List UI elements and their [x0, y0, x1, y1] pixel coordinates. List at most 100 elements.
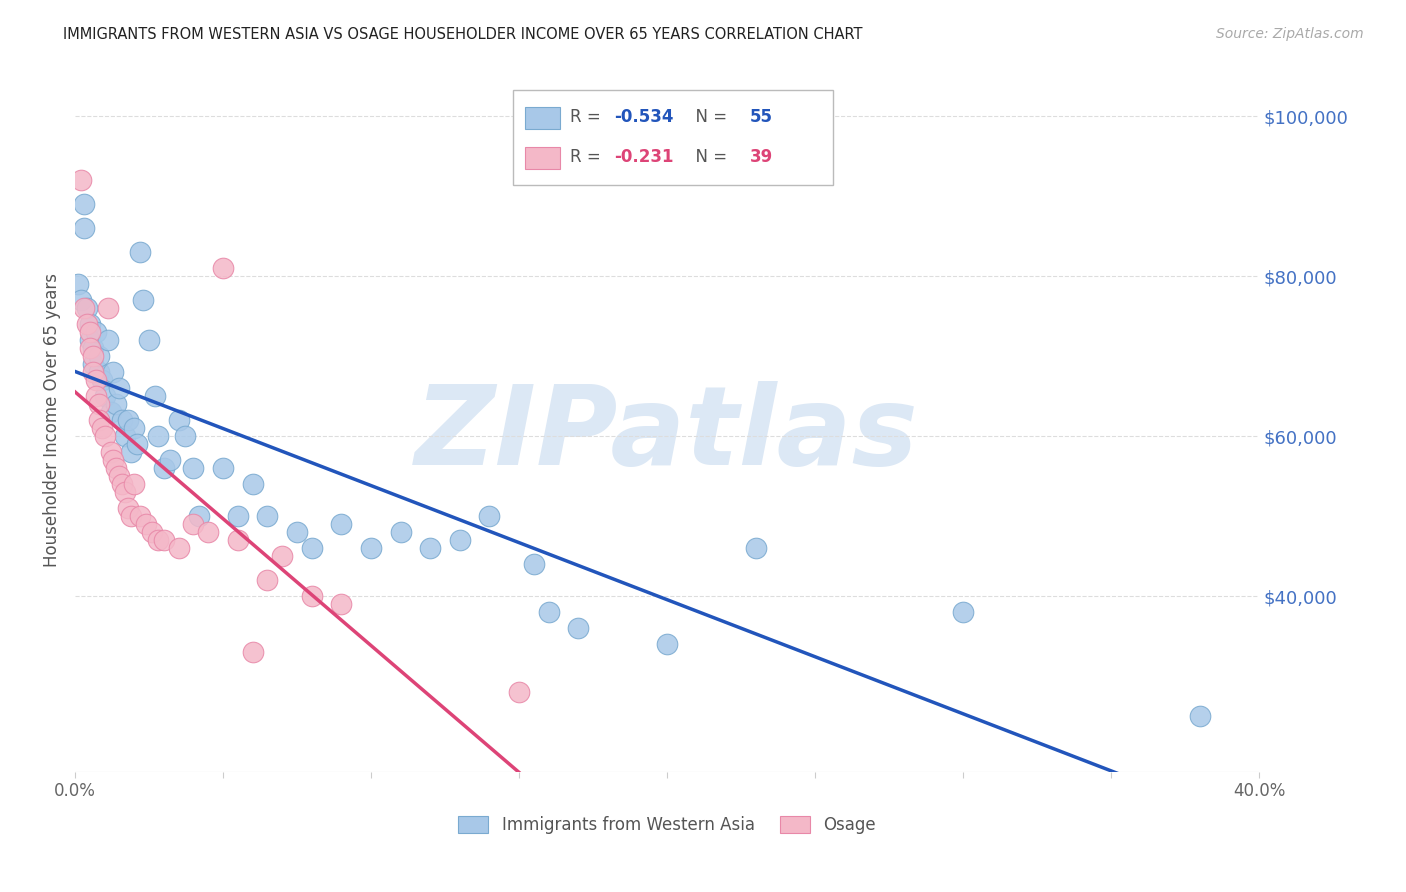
Point [146, 533, 169, 548]
Point [76, 301, 98, 316]
Point [111, 477, 134, 491]
Point [138, 334, 160, 348]
Point [508, 685, 530, 699]
Point [84, 389, 107, 403]
Point [120, 445, 142, 459]
Point [73, 221, 96, 235]
Point [87, 413, 110, 427]
Point [117, 501, 139, 516]
Text: Source: ZipAtlas.com: Source: ZipAtlas.com [1216, 27, 1364, 41]
Point [167, 541, 190, 556]
Point [567, 621, 589, 635]
Point [93, 429, 115, 443]
Point [105, 461, 128, 475]
Point [183, 517, 205, 532]
Point [111, 413, 134, 427]
Text: -0.534: -0.534 [614, 108, 673, 126]
Point [419, 541, 441, 556]
Point [97, 301, 120, 316]
Point [285, 525, 308, 540]
Point [70, 173, 93, 187]
Point [132, 293, 155, 308]
Point [301, 541, 323, 556]
Point [97, 334, 120, 348]
Point [173, 429, 195, 443]
Point [143, 389, 166, 403]
Point [523, 557, 546, 571]
Point [82, 357, 104, 371]
FancyBboxPatch shape [524, 106, 561, 129]
Point [242, 645, 264, 659]
Point [271, 549, 294, 564]
Point [127, 437, 149, 451]
Point [87, 365, 110, 379]
Point [76, 318, 98, 332]
Point [212, 261, 235, 276]
Point [1188, 709, 1211, 723]
Point [360, 541, 382, 556]
Point [73, 301, 96, 316]
Point [537, 605, 560, 619]
Point [103, 453, 125, 467]
Point [256, 509, 278, 524]
Point [100, 405, 122, 419]
Point [389, 525, 412, 540]
Point [84, 373, 107, 387]
Point [70, 293, 93, 308]
Point [212, 461, 235, 475]
Point [93, 389, 115, 403]
Point [90, 373, 112, 387]
Point [129, 245, 152, 260]
Point [120, 509, 142, 524]
Point [103, 365, 125, 379]
Point [122, 421, 145, 435]
Point [226, 533, 249, 548]
Text: 55: 55 [749, 108, 773, 126]
Point [183, 461, 205, 475]
Point [188, 509, 211, 524]
Text: N =: N = [685, 148, 733, 166]
Point [153, 461, 176, 475]
Point [745, 541, 768, 556]
Point [330, 597, 353, 611]
Point [197, 525, 219, 540]
Point [73, 197, 96, 211]
Point [952, 605, 974, 619]
Point [79, 342, 101, 356]
Point [153, 533, 176, 548]
FancyBboxPatch shape [513, 89, 832, 185]
Point [79, 334, 101, 348]
Point [167, 413, 190, 427]
Point [79, 326, 101, 340]
Text: 39: 39 [749, 148, 773, 166]
Point [478, 509, 501, 524]
Point [82, 365, 104, 379]
Point [82, 349, 104, 363]
Point [449, 533, 471, 548]
Point [226, 509, 249, 524]
Point [301, 589, 323, 603]
Text: R =: R = [569, 108, 606, 126]
Point [122, 477, 145, 491]
Point [105, 397, 128, 411]
Legend: Immigrants from Western Asia, Osage: Immigrants from Western Asia, Osage [458, 816, 876, 834]
FancyBboxPatch shape [524, 146, 561, 169]
Point [87, 397, 110, 411]
Point [159, 453, 181, 467]
Point [117, 413, 139, 427]
Point [87, 349, 110, 363]
Text: ZIPatlas: ZIPatlas [415, 381, 920, 488]
Point [82, 342, 104, 356]
Point [655, 637, 678, 651]
Text: -0.231: -0.231 [614, 148, 673, 166]
Point [135, 517, 157, 532]
Point [330, 517, 353, 532]
Point [108, 469, 131, 483]
Point [108, 381, 131, 395]
Text: N =: N = [685, 108, 733, 126]
Point [90, 421, 112, 435]
Text: R =: R = [569, 148, 606, 166]
Y-axis label: Householder Income Over 65 years: Householder Income Over 65 years [44, 273, 60, 567]
Point [114, 429, 136, 443]
Point [66, 277, 89, 292]
